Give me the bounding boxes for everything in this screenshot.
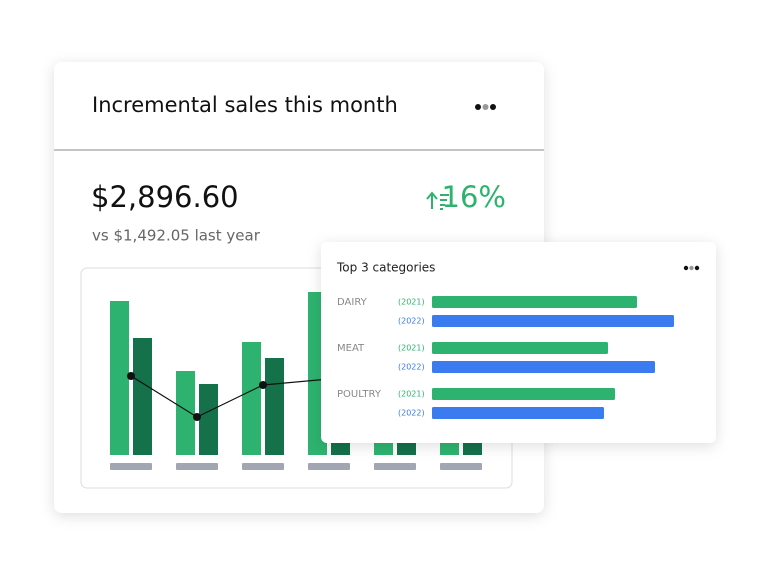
category-placeholder xyxy=(242,463,284,470)
trend-point xyxy=(193,413,201,421)
series-label: (2022) xyxy=(398,317,425,326)
series-label: (2022) xyxy=(398,363,425,372)
menu-dot xyxy=(694,265,700,271)
more-menu[interactable] xyxy=(475,104,496,110)
menu-dot xyxy=(683,265,689,271)
menu-dot xyxy=(482,104,489,110)
series-label: (2021) xyxy=(398,390,425,399)
bar xyxy=(432,407,604,419)
category-label: MEAT xyxy=(337,343,365,354)
column xyxy=(242,342,261,455)
bar-chart: DAIRY (2021) (2022) MEAT (2021) (2022) POULTRY… xyxy=(337,296,674,419)
trend-point xyxy=(127,372,135,380)
column xyxy=(110,301,129,455)
category-placeholder xyxy=(440,463,482,470)
category-placeholder xyxy=(110,463,152,470)
column xyxy=(199,384,218,455)
series-label: (2022) xyxy=(398,409,425,418)
categories-card: Top 3 categories DAIRY (2021) (2022) MEAT (2… xyxy=(321,242,716,443)
menu-dot xyxy=(490,104,496,110)
menu-dot xyxy=(689,265,694,271)
bar xyxy=(432,388,615,400)
change: 16% xyxy=(442,180,506,214)
menu-dot xyxy=(475,104,481,110)
category-placeholder xyxy=(374,463,416,470)
series-label: (2021) xyxy=(398,344,425,353)
category-placeholder xyxy=(308,463,350,470)
up-arrow xyxy=(426,191,438,209)
bar xyxy=(432,296,637,308)
trend-point xyxy=(259,381,267,389)
bar xyxy=(432,361,655,373)
category-label: DAIRY xyxy=(337,297,368,308)
series-label: (2021) xyxy=(398,298,425,307)
card-title: Top 3 categories xyxy=(336,261,435,275)
card-title: Incremental sales this month xyxy=(92,93,398,117)
column xyxy=(133,338,152,455)
bar xyxy=(432,342,608,354)
bar xyxy=(432,315,674,327)
category-placeholder xyxy=(176,463,218,470)
filter-lines xyxy=(440,194,449,210)
column xyxy=(176,371,195,455)
trend-icon xyxy=(426,191,449,210)
column xyxy=(265,358,284,455)
more-menu[interactable] xyxy=(683,265,700,271)
comparison: vs $1,492.05 last year xyxy=(92,227,261,245)
amount: $2,896.60 xyxy=(91,180,239,214)
category-label: POULTRY xyxy=(337,389,382,400)
